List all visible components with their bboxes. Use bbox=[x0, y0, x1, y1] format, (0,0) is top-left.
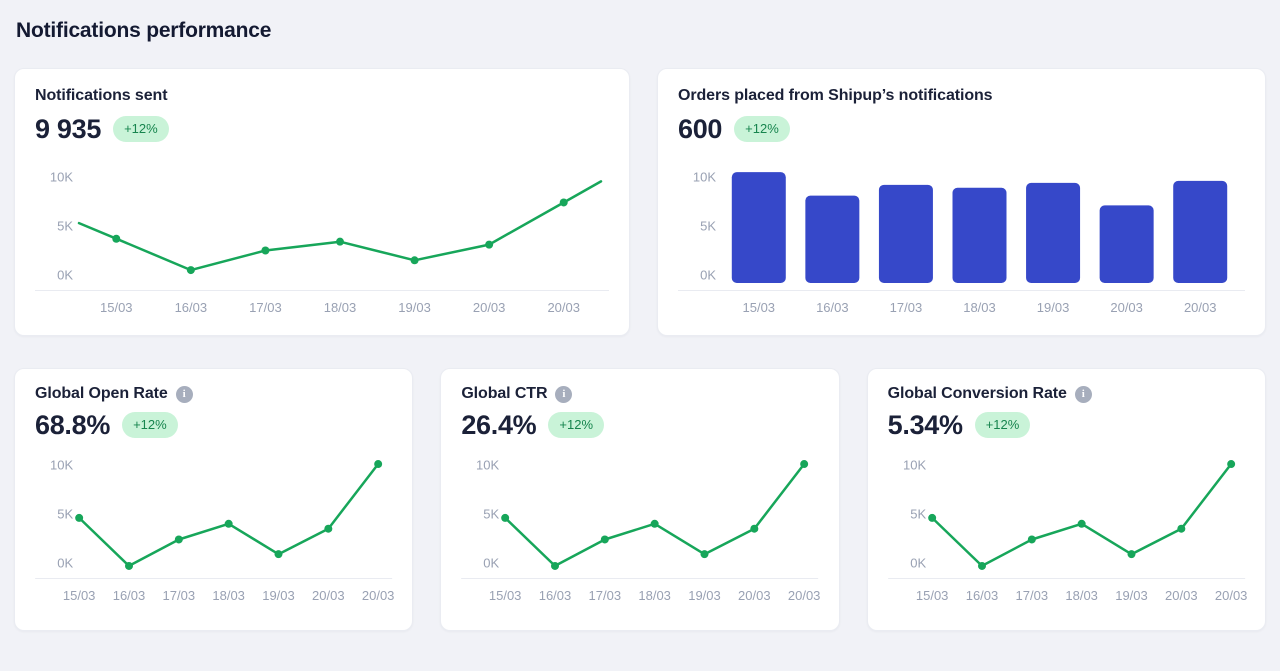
top-row: Notifications sent 9 935 +12% 0K 5K 10K 15/… bbox=[14, 68, 1266, 336]
svg-text:16/03: 16/03 bbox=[539, 588, 572, 603]
notifications-sent-line-chart: 0K 5K 10K 15/03 16/03 17/03 18/03 19/03 20/03 20/… bbox=[35, 170, 609, 315]
metric-row: 68.8% +12% bbox=[35, 409, 392, 441]
card-header: Global Conversion Rate i bbox=[888, 385, 1245, 403]
orders-bar-chart: 0K 5K 10K 15/03 16/03 17/03 18/03 19/03 20/03 20/… bbox=[678, 170, 1245, 315]
delta-badge: +12% bbox=[113, 116, 169, 142]
svg-text:18/03: 18/03 bbox=[212, 588, 245, 603]
card-title: Orders placed from Shipup’s notification… bbox=[678, 87, 993, 104]
svg-text:19/03: 19/03 bbox=[689, 588, 722, 603]
delta-badge: +12% bbox=[974, 412, 1031, 438]
svg-text:18/03: 18/03 bbox=[963, 300, 996, 315]
dashboard: Notifications performance Notifications … bbox=[0, 19, 1280, 631]
svg-text:19/03: 19/03 bbox=[262, 588, 295, 603]
card-title: Global Open Rate bbox=[35, 385, 168, 402]
svg-text:0K: 0K bbox=[700, 268, 716, 283]
svg-text:0K: 0K bbox=[57, 556, 73, 571]
card-title: Global Conversion Rate bbox=[887, 385, 1067, 402]
metric-row: 600 +12% bbox=[678, 113, 1245, 145]
page-title: Notifications performance bbox=[16, 19, 272, 42]
svg-text:19/03: 19/03 bbox=[398, 300, 431, 315]
svg-text:15/03: 15/03 bbox=[100, 300, 133, 315]
svg-text:0K: 0K bbox=[57, 268, 73, 283]
info-icon[interactable]: i bbox=[175, 385, 193, 403]
card-header: Global CTR i bbox=[461, 385, 818, 403]
card-global-ctr: Global CTR i 26.4% +12% 0K 5K 10K 15/03 16/0… bbox=[440, 368, 840, 631]
svg-text:17/03: 17/03 bbox=[1015, 588, 1048, 603]
svg-text:20/03: 20/03 bbox=[547, 300, 580, 315]
svg-text:20/03: 20/03 bbox=[1165, 588, 1198, 603]
svg-text:16/03: 16/03 bbox=[816, 300, 849, 315]
svg-text:10K: 10K bbox=[693, 170, 716, 185]
svg-text:20/03: 20/03 bbox=[738, 588, 771, 603]
svg-text:20/03: 20/03 bbox=[1215, 588, 1248, 603]
svg-text:5K: 5K bbox=[700, 219, 716, 234]
metric-value: 26.4% bbox=[461, 409, 537, 440]
delta-badge: +12% bbox=[122, 412, 178, 438]
svg-text:20/03: 20/03 bbox=[312, 588, 345, 603]
svg-text:17/03: 17/03 bbox=[890, 300, 923, 315]
svg-text:5K: 5K bbox=[57, 507, 73, 522]
svg-text:0K: 0K bbox=[910, 556, 926, 571]
svg-text:16/03: 16/03 bbox=[965, 588, 998, 603]
metric-row: 26.4% +12% bbox=[461, 409, 818, 441]
bottom-row: Global Open Rate i 68.8% +12% 0K 5K 10K 15/… bbox=[14, 368, 1266, 631]
card-header: Notifications sent bbox=[35, 87, 609, 105]
svg-text:15/03: 15/03 bbox=[63, 588, 96, 603]
svg-text:17/03: 17/03 bbox=[163, 588, 196, 603]
card-title: Global CTR bbox=[461, 385, 548, 402]
metric-value: 9 935 bbox=[35, 113, 102, 144]
card-global-conversion-rate: Global Conversion Rate i 5.34% +12% 0K 5K… bbox=[866, 368, 1266, 631]
card-header: Global Open Rate i bbox=[35, 385, 392, 403]
svg-text:16/03: 16/03 bbox=[175, 300, 208, 315]
svg-text:10K: 10K bbox=[476, 458, 499, 473]
svg-text:19/03: 19/03 bbox=[1115, 588, 1148, 603]
svg-text:17/03: 17/03 bbox=[249, 300, 282, 315]
svg-text:10K: 10K bbox=[50, 458, 73, 473]
metric-row: 9 935 +12% bbox=[35, 113, 609, 145]
svg-text:20/03: 20/03 bbox=[1184, 300, 1217, 315]
open-rate-line-chart: 0K 5K 10K 15/03 16/03 17/03 18/03 19/03 20/03 20/… bbox=[35, 458, 395, 603]
svg-text:5K: 5K bbox=[910, 507, 926, 522]
svg-text:5K: 5K bbox=[57, 219, 73, 234]
svg-text:5K: 5K bbox=[484, 507, 500, 522]
svg-text:20/03: 20/03 bbox=[473, 300, 506, 315]
conversion-rate-line-chart: 0K 5K 10K 15/03 16/03 17/03 18/03 19/03 20/03 20/… bbox=[887, 458, 1248, 603]
svg-text:15/03: 15/03 bbox=[743, 300, 776, 315]
svg-text:16/03: 16/03 bbox=[113, 588, 146, 603]
card-title: Notifications sent bbox=[35, 87, 168, 104]
metric-value: 5.34% bbox=[887, 409, 963, 440]
svg-text:15/03: 15/03 bbox=[489, 588, 522, 603]
metric-value: 600 bbox=[678, 113, 723, 144]
metric-value: 68.8% bbox=[35, 409, 111, 440]
svg-text:17/03: 17/03 bbox=[589, 588, 622, 603]
info-icon[interactable]: i bbox=[1074, 385, 1092, 403]
ctr-line-chart: 0K 5K 10K 15/03 16/03 17/03 18/03 19/03 20/03 20/… bbox=[461, 458, 821, 603]
metric-row: 5.34% +12% bbox=[888, 409, 1245, 441]
card-notifications-sent: Notifications sent 9 935 +12% 0K 5K 10K 15/… bbox=[14, 68, 630, 336]
svg-text:20/03: 20/03 bbox=[1110, 300, 1143, 315]
info-icon[interactable]: i bbox=[555, 385, 573, 403]
svg-text:18/03: 18/03 bbox=[324, 300, 357, 315]
svg-text:20/03: 20/03 bbox=[362, 588, 395, 603]
svg-text:18/03: 18/03 bbox=[639, 588, 672, 603]
svg-text:19/03: 19/03 bbox=[1037, 300, 1070, 315]
delta-badge: +12% bbox=[734, 116, 790, 142]
svg-text:0K: 0K bbox=[484, 556, 500, 571]
delta-badge: +12% bbox=[548, 412, 605, 438]
svg-text:20/03: 20/03 bbox=[788, 588, 821, 603]
svg-text:10K: 10K bbox=[903, 458, 926, 473]
card-global-open-rate: Global Open Rate i 68.8% +12% 0K 5K 10K 15/… bbox=[14, 368, 414, 631]
svg-text:15/03: 15/03 bbox=[916, 588, 949, 603]
svg-text:10K: 10K bbox=[50, 170, 73, 185]
card-orders-placed: Orders placed from Shipup’s notification… bbox=[657, 68, 1266, 336]
svg-text:18/03: 18/03 bbox=[1065, 588, 1098, 603]
card-header: Orders placed from Shipup’s notification… bbox=[678, 87, 1245, 105]
